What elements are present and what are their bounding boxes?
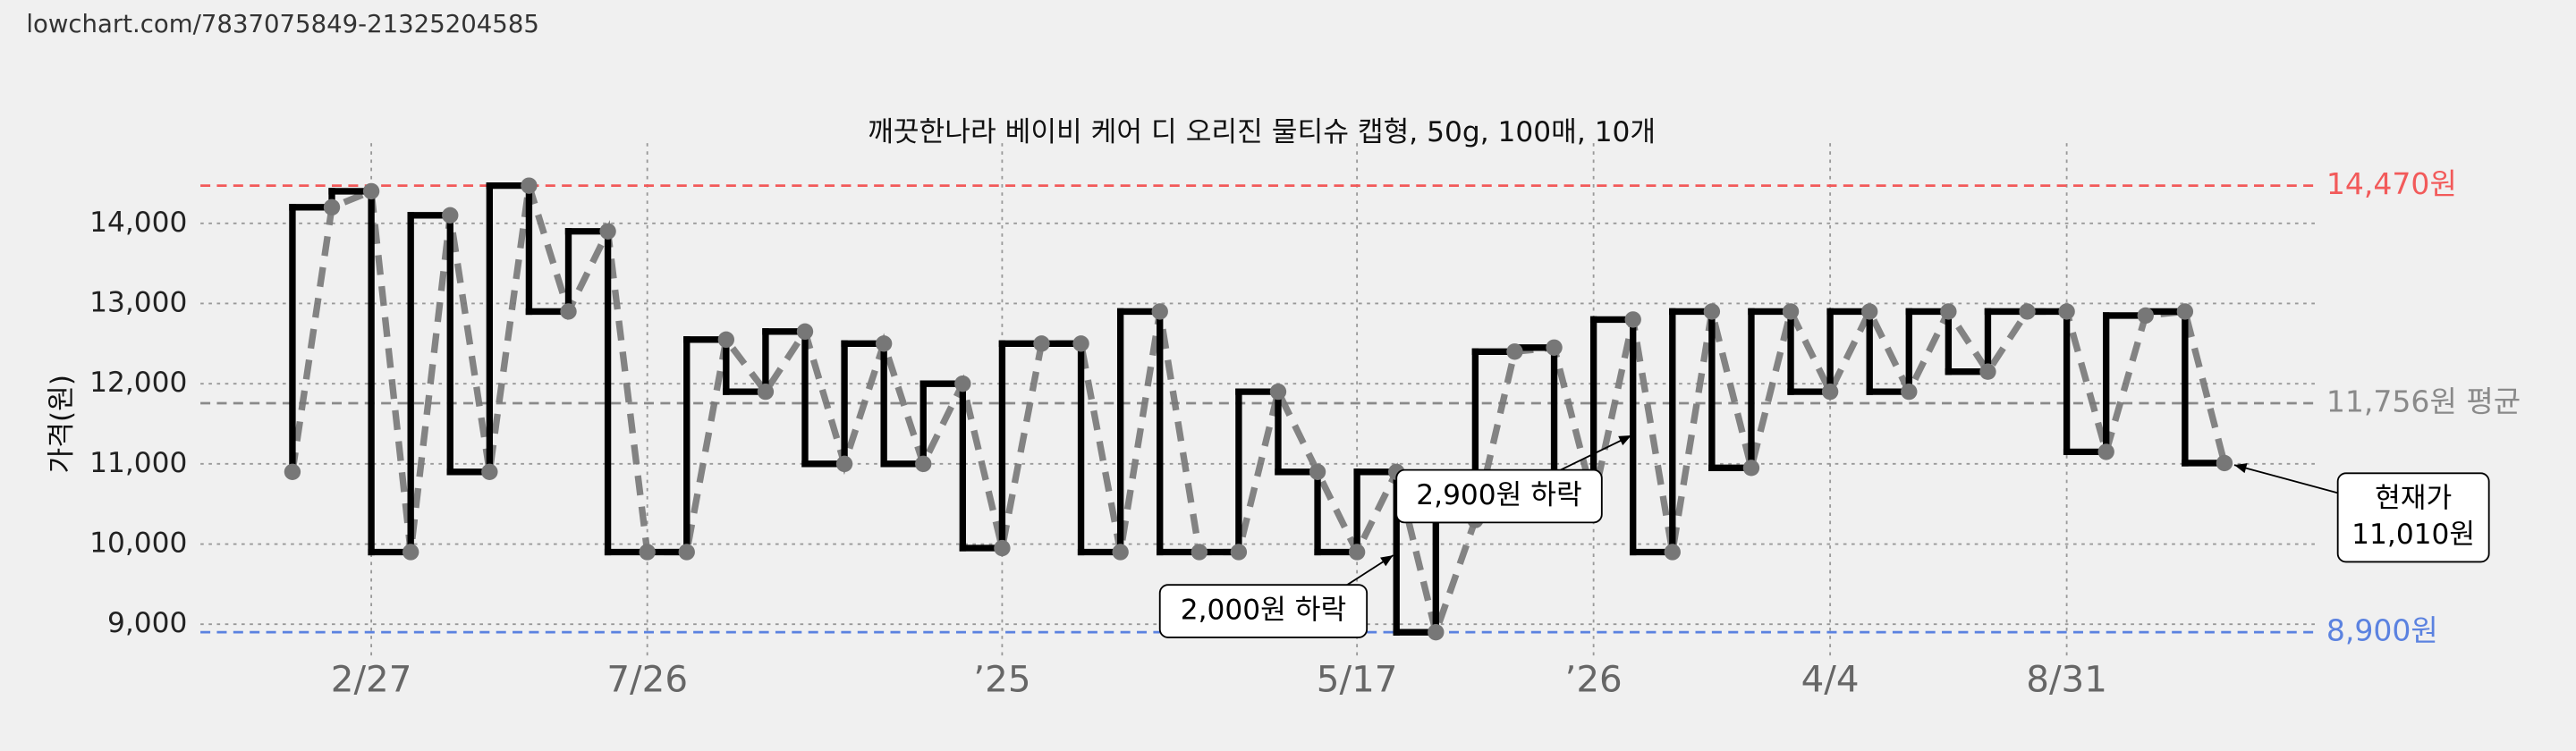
chart-title: 깨끗한나라 베이비 케어 디 오리진 물티슈 캡형, 50g, 100매, 10… xyxy=(868,116,1656,148)
callout-arrow xyxy=(1560,435,1632,471)
point xyxy=(1979,363,1996,380)
x-tick-label: 4/4 xyxy=(1801,658,1860,701)
point xyxy=(1940,303,1957,320)
callout-text: 2,000원 하락 xyxy=(1181,595,1346,627)
point xyxy=(796,323,814,341)
point xyxy=(915,455,932,473)
y-tick-label: 11,000 xyxy=(89,447,187,479)
point xyxy=(560,303,577,320)
point xyxy=(1703,303,1721,320)
point xyxy=(875,335,893,352)
point xyxy=(678,544,695,561)
point xyxy=(1428,623,1445,641)
point xyxy=(2176,303,2194,320)
source-url: lowchart.com/7837075849-21325204585 xyxy=(26,10,539,38)
point xyxy=(1821,383,1839,401)
point xyxy=(284,463,301,480)
point xyxy=(1230,544,1248,561)
callout-text: 현재가 xyxy=(2375,483,2452,515)
point xyxy=(1348,544,1366,561)
point xyxy=(1309,463,1326,480)
point xyxy=(2019,303,2036,320)
reference-label: 11,756원 평균 xyxy=(2326,384,2521,419)
reference-label: 14,470원 xyxy=(2326,166,2457,201)
point xyxy=(402,544,419,561)
y-axis-label: 가격(원) xyxy=(46,375,78,474)
point xyxy=(1782,303,1800,320)
point xyxy=(717,331,735,349)
point xyxy=(1151,303,1168,320)
point xyxy=(442,207,459,224)
y-tick-label: 9,000 xyxy=(107,607,187,639)
point xyxy=(2058,303,2075,320)
callout-box xyxy=(2336,472,2490,563)
point xyxy=(1664,544,1681,561)
x-tick-label: 5/17 xyxy=(1317,658,1398,701)
point xyxy=(1861,303,1878,320)
point xyxy=(362,182,380,200)
callout-text: 11,010원 xyxy=(2351,519,2475,551)
point xyxy=(1624,311,1641,328)
point xyxy=(1546,339,1563,356)
y-tick-label: 12,000 xyxy=(89,367,187,399)
point xyxy=(2097,443,2114,460)
point xyxy=(323,198,341,216)
callout-text: 2,900원 하락 xyxy=(1416,479,1581,511)
point xyxy=(2137,307,2154,325)
arrow-head xyxy=(1380,555,1394,567)
y-tick-label: 10,000 xyxy=(89,527,187,560)
point xyxy=(757,383,775,401)
point xyxy=(639,544,656,561)
callout-box xyxy=(1158,584,1368,638)
point xyxy=(954,375,971,392)
point xyxy=(835,455,853,473)
y-tick-label: 14,000 xyxy=(89,207,187,239)
callout-box xyxy=(1395,468,1603,524)
point xyxy=(1269,383,1287,401)
series xyxy=(284,177,2233,645)
point xyxy=(521,177,538,194)
point xyxy=(1072,335,1089,352)
x-tick-label: 8/31 xyxy=(2026,658,2107,701)
arrow-head xyxy=(2233,463,2248,474)
point xyxy=(1742,460,1760,477)
x-tick-label: 2/27 xyxy=(331,658,412,701)
point xyxy=(994,539,1011,557)
x-tick-label: ’25 xyxy=(973,658,1030,701)
y-tick-label: 13,000 xyxy=(89,286,187,318)
point xyxy=(481,463,498,480)
reference-label: 8,900원 xyxy=(2326,613,2438,648)
arrow-head xyxy=(1618,435,1631,446)
point xyxy=(1506,343,1523,360)
dashed-line xyxy=(289,184,2228,645)
x-tick-label: 7/26 xyxy=(606,658,688,701)
point xyxy=(1191,544,1208,561)
point xyxy=(1901,383,1918,401)
point xyxy=(1033,335,1050,352)
point xyxy=(599,223,616,240)
point xyxy=(1112,544,1129,561)
point xyxy=(2216,454,2233,472)
callout-arrow xyxy=(2233,464,2338,494)
x-tick-label: ’26 xyxy=(1565,658,1623,701)
